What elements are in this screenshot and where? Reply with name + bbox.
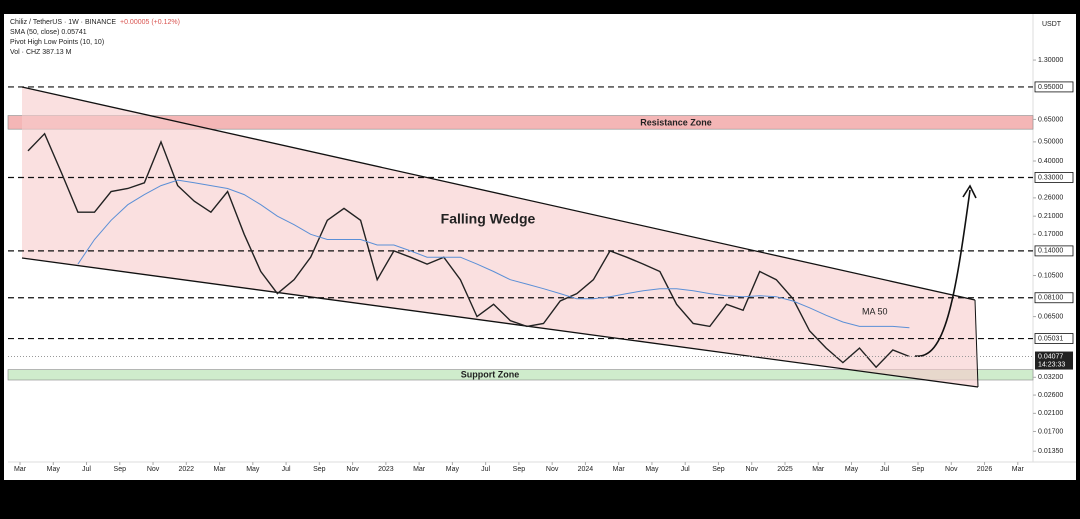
x-tick-label: Mar <box>1012 466 1025 473</box>
zone <box>7 369 1034 381</box>
wedge-upper <box>21 86 976 301</box>
x-tick-label: 2026 <box>977 466 993 473</box>
x-tick-label: Nov <box>147 466 160 473</box>
price-line <box>27 132 910 369</box>
x-tick-label: Sep <box>912 466 925 473</box>
price-change: +0.00005 (+0.12%) <box>120 19 180 26</box>
y-tick-label: 0.50000 <box>1038 139 1063 146</box>
level-label: 0.05031 <box>1038 335 1063 342</box>
level-label: 0.08100 <box>1038 295 1063 302</box>
x-tick-label: Mar <box>613 466 626 473</box>
countdown: 14:23:33 <box>1038 361 1065 368</box>
x-tick-label: May <box>47 466 61 473</box>
x-tick-label: Nov <box>945 466 958 473</box>
zone-label: Support Zone <box>461 369 520 379</box>
x-tick-label: Nov <box>346 466 359 473</box>
x-tick-label: May <box>645 466 659 473</box>
level-tag <box>1034 292 1074 304</box>
zone-label: Resistance Zone <box>640 117 712 127</box>
level-tag <box>1034 333 1074 344</box>
x-tick-label: Mar <box>214 466 227 473</box>
x-tick-label: Jul <box>880 466 889 473</box>
x-tick-label: Jul <box>82 466 91 473</box>
wedge-edge <box>974 299 979 388</box>
y-tick-label: 0.40000 <box>1038 158 1063 165</box>
y-tick-label: 0.01350 <box>1038 448 1063 455</box>
x-tick-label: Mar <box>14 466 27 473</box>
x-tick-label: 2024 <box>578 466 594 473</box>
x-tick-label: Nov <box>546 466 559 473</box>
x-tick-label: Mar <box>413 466 426 473</box>
wedge-area <box>22 87 978 387</box>
y-tick-label: 0.26000 <box>1038 195 1063 202</box>
level-label: 0.14000 <box>1038 248 1063 255</box>
header-line: Vol · CHZ 387.13 M <box>10 49 72 56</box>
wedge-lower <box>21 257 979 388</box>
y-tick-label: 0.06500 <box>1038 313 1063 320</box>
y-tick-label: 0.65000 <box>1038 116 1063 123</box>
x-tick-label: Mar <box>812 466 825 473</box>
level-tag <box>1034 245 1074 257</box>
x-tick-label: Jul <box>282 466 291 473</box>
x-tick-label: Jul <box>481 466 490 473</box>
x-tick-label: May <box>246 466 260 473</box>
x-tick-label: 2022 <box>179 466 195 473</box>
y-tick-label: 0.21000 <box>1038 213 1063 220</box>
level-tag <box>1034 172 1074 183</box>
y-tick-label: 0.17000 <box>1038 231 1063 238</box>
level-tag <box>1034 81 1074 93</box>
zone <box>7 115 1034 130</box>
x-tick-label: May <box>845 466 859 473</box>
level-label: 0.33000 <box>1038 174 1063 181</box>
x-tick-label: Sep <box>513 466 526 473</box>
x-tick-label: Sep <box>712 466 725 473</box>
y-tick-label: 0.02100 <box>1038 410 1063 417</box>
x-tick-label: Sep <box>313 466 326 473</box>
level-label: 0.95000 <box>1038 84 1063 91</box>
y-tick-label: 0.02600 <box>1038 392 1063 399</box>
header-line: SMA (50, close) 0.05741 <box>10 29 87 36</box>
pattern-label: Falling Wedge <box>441 211 536 227</box>
projection-arrow <box>914 189 971 357</box>
x-tick-label: Sep <box>114 466 127 473</box>
x-tick-label: 2025 <box>777 466 793 473</box>
x-tick-label: May <box>446 466 460 473</box>
last-price-label: 0.04077 <box>1038 353 1063 360</box>
axis-unit: USDT <box>1042 21 1062 28</box>
y-tick-label: 0.03200 <box>1038 374 1063 381</box>
y-tick-label: 1.30000 <box>1038 57 1063 64</box>
x-tick-label: 2023 <box>378 466 394 473</box>
x-tick-label: Nov <box>745 466 758 473</box>
x-tick-label: Jul <box>681 466 690 473</box>
header-line: Chiliz / TetherUS · 1W · BINANCE <box>10 19 116 26</box>
y-tick-label: 0.10500 <box>1038 272 1063 279</box>
header-line: Pivot High Low Points (10, 10) <box>10 39 104 46</box>
y-tick-label: 0.01700 <box>1038 428 1063 435</box>
ma-label: MA 50 <box>862 306 888 316</box>
ma-line <box>77 179 910 329</box>
last-price-tag <box>1035 351 1073 370</box>
arrow-head <box>962 184 977 199</box>
